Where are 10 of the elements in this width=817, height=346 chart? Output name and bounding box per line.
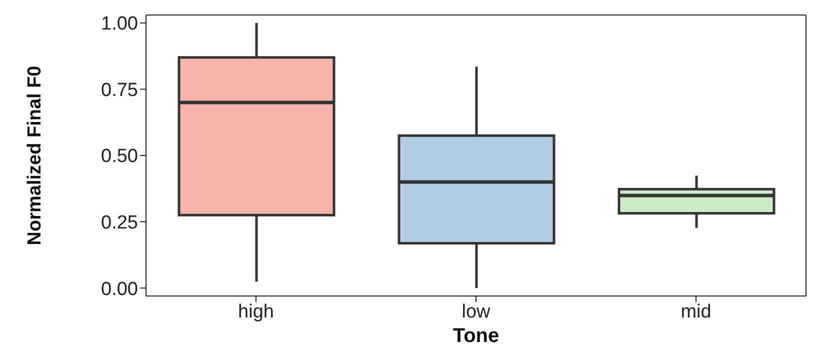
- y-tick-label: 0.00: [101, 278, 138, 300]
- y-tick-label: 0.50: [101, 146, 138, 168]
- x-tick-label: low: [462, 301, 491, 322]
- y-tick-label: 0.25: [101, 212, 138, 234]
- y-tick-label: 1.00: [101, 14, 138, 35]
- y-axis-title: Normalized Final F0: [24, 66, 46, 246]
- x-tick-label: mid: [680, 301, 712, 322]
- x-tick-label: high: [238, 301, 274, 322]
- y-tick-label: 0.75: [101, 80, 138, 101]
- x-axis-title: Tone: [452, 325, 500, 346]
